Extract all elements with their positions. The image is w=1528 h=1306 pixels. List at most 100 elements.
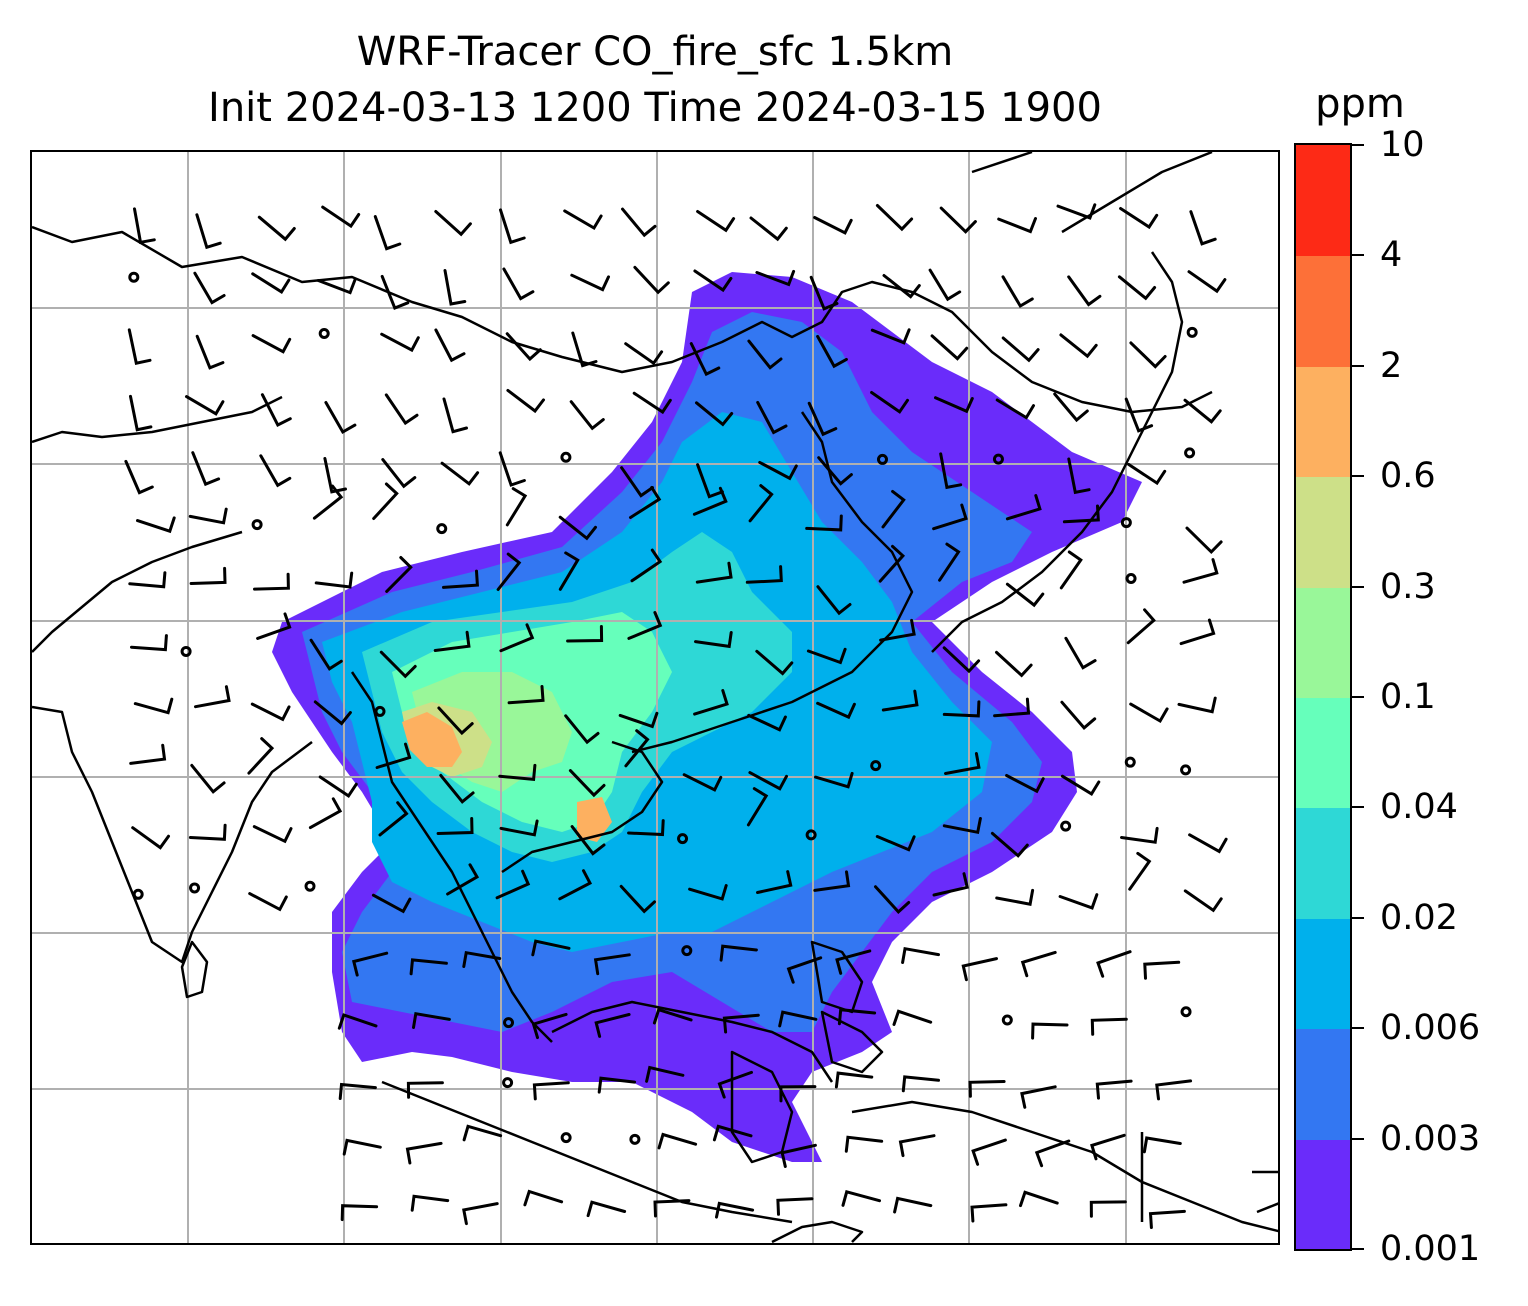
wind-barb xyxy=(505,487,528,527)
map-title-line-2: Init 2024-03-13 1200 Time 2024-03-15 190… xyxy=(208,85,1102,131)
map-panel xyxy=(30,150,1280,1245)
wind-barb xyxy=(717,1070,753,1099)
wind-barb xyxy=(496,552,522,591)
wind-barb xyxy=(309,638,343,671)
calm-wind-marker xyxy=(1124,756,1136,768)
wind-barb xyxy=(748,484,774,523)
wind-barb xyxy=(1179,618,1216,646)
wind-barb xyxy=(558,515,597,541)
wind-barb xyxy=(692,486,728,516)
wind-barb xyxy=(719,944,758,962)
colorbar-tick xyxy=(1352,144,1364,146)
wind-barb xyxy=(129,394,153,432)
colorbar-swatch xyxy=(1296,1028,1350,1140)
wind-barb xyxy=(313,700,352,726)
wind-barb xyxy=(1062,504,1100,524)
wind-barb xyxy=(434,328,466,363)
wind-barb xyxy=(756,400,788,435)
calm-wind-marker xyxy=(877,453,889,465)
calm-wind-marker xyxy=(677,833,689,845)
wind-barb xyxy=(251,272,291,294)
wind-barb xyxy=(1060,700,1097,731)
concentration-contour xyxy=(402,712,462,767)
wind-barb xyxy=(568,769,606,798)
coastline xyxy=(631,411,914,754)
calm-wind-marker xyxy=(503,1017,515,1029)
wind-barb xyxy=(715,1201,755,1219)
coastline xyxy=(1252,1170,1278,1214)
wind-barb xyxy=(506,388,545,414)
wind-barb xyxy=(260,393,292,428)
coastline xyxy=(180,940,209,999)
wind-barb xyxy=(898,1134,936,1158)
colorbar-tick xyxy=(1352,916,1364,919)
wind-barb xyxy=(1020,1085,1057,1109)
wind-barb xyxy=(970,1203,1008,1223)
colorbar-unit-label: ppm xyxy=(1315,81,1405,127)
wind-barbs xyxy=(124,203,1228,1229)
wind-barb xyxy=(314,571,354,589)
wind-barb xyxy=(371,893,412,914)
wind-barb xyxy=(776,1197,814,1216)
wind-barb xyxy=(870,328,911,345)
wind-barb xyxy=(597,1076,637,1094)
wind-barb xyxy=(372,482,399,520)
wind-barb xyxy=(841,1189,881,1207)
colorbar-tick-label: 0.02 xyxy=(1380,897,1458,938)
wind-barb xyxy=(195,213,222,250)
wind-barb xyxy=(318,775,358,798)
wind-barb xyxy=(749,216,788,242)
wind-barb xyxy=(694,631,733,649)
colorbar-swatch xyxy=(1296,917,1350,1030)
wind-barb xyxy=(1128,851,1152,891)
wind-barb xyxy=(961,957,998,982)
wind-barb xyxy=(131,826,170,850)
wind-barb xyxy=(1155,1079,1193,1101)
coastline xyxy=(971,152,1213,234)
wind-barb xyxy=(758,460,798,481)
coastline xyxy=(32,530,243,653)
wind-barb xyxy=(1034,1139,1071,1168)
wind-barb xyxy=(834,1071,874,1089)
wind-barb xyxy=(712,1124,753,1142)
wind-barb xyxy=(747,339,783,370)
wind-barb xyxy=(1185,526,1223,555)
wind-barb xyxy=(1124,397,1154,433)
wind-barb xyxy=(805,514,843,532)
calm-wind-marker xyxy=(251,519,263,531)
wind-barb xyxy=(778,1010,818,1028)
wind-barb xyxy=(531,1012,568,1040)
wind-barb xyxy=(385,556,413,593)
calm-wind-marker xyxy=(1125,573,1137,585)
calm-wind-marker xyxy=(1180,1006,1192,1018)
wind-barb xyxy=(879,618,916,642)
wind-barb xyxy=(443,269,467,306)
wind-barb xyxy=(462,1202,499,1226)
wind-barb xyxy=(462,1124,503,1142)
wind-barb xyxy=(569,400,605,431)
calm-wind-marker xyxy=(128,271,140,283)
wind-barb xyxy=(558,551,580,591)
calm-wind-marker xyxy=(1184,447,1196,459)
wind-barb xyxy=(653,1199,691,1218)
coastline xyxy=(551,1000,834,1083)
wind-barb xyxy=(586,1200,627,1218)
wind-barb xyxy=(498,763,537,782)
wind-barb xyxy=(934,396,974,414)
wind-barb xyxy=(256,612,292,640)
wind-barb xyxy=(312,484,344,520)
wind-barb xyxy=(696,463,724,499)
wind-barb xyxy=(1189,210,1217,246)
wind-barb xyxy=(185,395,225,416)
wind-barb xyxy=(875,835,916,852)
wind-barb xyxy=(1005,582,1045,608)
wind-barb xyxy=(875,204,914,232)
colorbar-tick xyxy=(1352,475,1364,478)
wind-barb xyxy=(1020,950,1057,978)
colorbar-tick xyxy=(1352,585,1364,588)
wind-barb xyxy=(1053,392,1089,423)
coastline xyxy=(851,1100,1278,1233)
wind-barb xyxy=(688,884,728,901)
wind-barb xyxy=(693,689,729,716)
wind-barb xyxy=(433,630,471,652)
